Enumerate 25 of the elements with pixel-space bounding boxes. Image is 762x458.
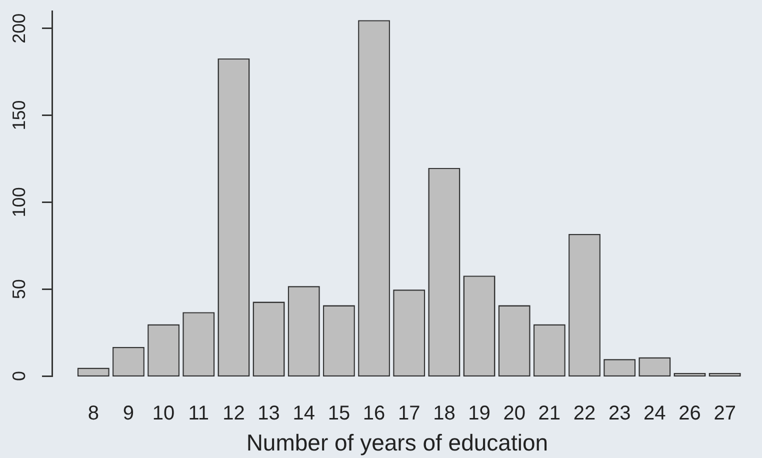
x-tick-label: 27 — [714, 402, 736, 425]
x-tick-label: 13 — [258, 402, 280, 425]
x-tick-label: 14 — [292, 402, 315, 425]
x-tick-label: 22 — [573, 402, 596, 425]
y-tick-label: 0 — [8, 370, 29, 382]
x-tick-label: 11 — [188, 402, 210, 425]
x-tick-label: 10 — [152, 402, 175, 425]
x-tick-label: 21 — [538, 402, 561, 425]
x-tick-label: 24 — [644, 402, 666, 425]
y-tick-label: 200 — [8, 13, 29, 44]
x-axis-title: Number of years of education — [246, 430, 548, 456]
x-tick-label: 9 — [122, 402, 134, 425]
x-tick-label: 20 — [503, 402, 526, 425]
x-tick-label: 16 — [362, 402, 386, 425]
x-tick-label: 19 — [468, 402, 490, 425]
x-tick-label: 17 — [398, 402, 420, 425]
y-tick-label: 150 — [8, 100, 29, 130]
x-tick-label: 18 — [433, 402, 456, 425]
x-tick-label: 12 — [222, 402, 245, 425]
y-tick-label: 50 — [8, 279, 29, 300]
x-tick-label: 23 — [608, 402, 631, 425]
y-tick-label: 100 — [8, 187, 29, 218]
x-tick-label: 8 — [88, 402, 99, 425]
x-tick-label: 26 — [678, 402, 701, 425]
x-tick-label: 15 — [328, 402, 350, 425]
